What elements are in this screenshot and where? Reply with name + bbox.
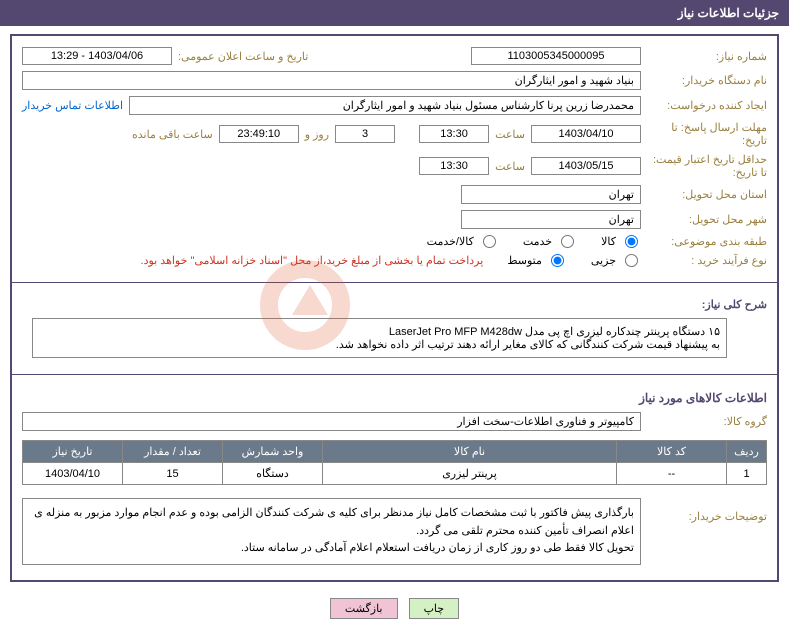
desc-section: شرح کلی نیاز: ۱۵ دستگاه پرینتر چندکاره ل… — [12, 287, 777, 370]
button-row: چاپ بازگشت — [0, 590, 789, 627]
field-time-remain: 23:49:10 — [219, 125, 299, 143]
radio-both[interactable] — [483, 235, 496, 248]
label-validity-time: ساعت — [495, 160, 525, 173]
td-row: 1 — [727, 463, 767, 485]
td-code: -- — [617, 463, 727, 485]
radio-minor[interactable] — [625, 254, 638, 267]
label-announce: تاریخ و ساعت اعلان عمومی: — [178, 50, 308, 63]
field-buyer-org: بنیاد شهید و امور ایثارگران — [22, 71, 641, 90]
field-deadline-time: 13:30 — [419, 125, 489, 143]
field-deadline-date: 1403/04/10 — [531, 125, 641, 143]
radio-both-label: کالا/خدمت — [427, 235, 474, 248]
field-goods-group: کامپیوتر و فناوری اطلاعات-سخت افزار — [22, 412, 641, 431]
table-header-row: ردیف کد کالا نام کالا واحد شمارش تعداد /… — [23, 441, 767, 463]
label-buyer-org: نام دستگاه خریدار: — [647, 74, 767, 87]
row-purchase-type: نوع فرآیند خرید : جزیی متوسط پرداخت تمام… — [22, 251, 767, 270]
label-city: شهر محل تحویل: — [647, 213, 767, 226]
label-goods-group: گروه کالا: — [647, 415, 767, 428]
row-province: استان محل تحویل: تهران — [22, 182, 767, 207]
label-buyer-notes: توضیحات خریدار: — [647, 510, 767, 523]
link-contact-buyer[interactable]: اطلاعات تماس خریدار — [22, 99, 123, 112]
goods-title: اطلاعات کالاهای مورد نیاز — [22, 387, 767, 409]
label-deadline: مهلت ارسال پاسخ: تا تاریخ: — [647, 121, 767, 147]
th-code: کد کالا — [617, 441, 727, 463]
goods-section: اطلاعات کالاهای مورد نیاز گروه کالا: کام… — [12, 379, 777, 580]
print-button[interactable]: چاپ — [409, 598, 460, 619]
th-date: تاریخ نیاز — [23, 441, 123, 463]
basic-section: شماره نیاز: 1103005345000095 تاریخ و ساع… — [12, 36, 777, 278]
th-name: نام کالا — [323, 441, 617, 463]
buyer-notes-box: بارگذاری پیش فاکتور با ثبت مشخصات کامل ن… — [22, 498, 641, 565]
radio-service[interactable] — [561, 235, 574, 248]
main-frame: شماره نیاز: 1103005345000095 تاریخ و ساع… — [10, 34, 779, 582]
label-requester: ایجاد کننده درخواست: — [647, 99, 767, 112]
field-requester: محمدرضا زرین پرنا کارشناس مسئول بنیاد شه… — [129, 96, 641, 115]
radio-goods-label: کالا — [601, 235, 616, 248]
radio-goods[interactable] — [625, 235, 638, 248]
row-category: طبقه بندی موضوعی: کالا خدمت کالا/خدمت — [22, 232, 767, 251]
label-validity: حداقل تاریخ اعتبار قیمت: تا تاریخ: — [647, 153, 767, 179]
label-need-no: شماره نیاز: — [647, 50, 767, 63]
field-validity-date: 1403/05/15 — [531, 157, 641, 175]
buyer-notes-text: بارگذاری پیش فاکتور با ثبت مشخصات کامل ن… — [29, 505, 634, 558]
field-city: تهران — [461, 210, 641, 229]
field-days-remain: 3 — [335, 125, 395, 143]
row-validity: حداقل تاریخ اعتبار قیمت: تا تاریخ: 1403/… — [22, 150, 767, 182]
label-province: استان محل تحویل: — [647, 188, 767, 201]
th-qty: تعداد / مقدار — [123, 441, 223, 463]
th-unit: واحد شمارش — [223, 441, 323, 463]
row-buyer-notes: توضیحات خریدار: بارگذاری پیش فاکتور با ث… — [22, 491, 767, 572]
td-name: پرینتر لیزری — [323, 463, 617, 485]
row-deadline: مهلت ارسال پاسخ: تا تاریخ: 1403/04/10 سا… — [22, 118, 767, 150]
field-province: تهران — [461, 185, 641, 204]
row-need-no: شماره نیاز: 1103005345000095 تاریخ و ساع… — [22, 44, 767, 68]
table-row: 1 -- پرینتر لیزری دستگاه 15 1403/04/10 — [23, 463, 767, 485]
form-container: جزئیات اطلاعات نیاز شماره نیاز: 11030053… — [0, 0, 789, 627]
treasury-note: پرداخت تمام یا بخشی از مبلغ خرید،از محل … — [141, 254, 484, 267]
field-validity-time: 13:30 — [419, 157, 489, 175]
label-purchase-type: نوع فرآیند خرید : — [647, 254, 767, 267]
radio-service-label: خدمت — [523, 235, 552, 248]
td-unit: دستگاه — [223, 463, 323, 485]
row-requester: ایجاد کننده درخواست: محمدرضا زرین پرنا ک… — [22, 93, 767, 118]
label-category: طبقه بندی موضوعی: — [647, 235, 767, 248]
panel-header: جزئیات اطلاعات نیاز — [0, 0, 789, 26]
label-deadline-time: ساعت — [495, 128, 525, 141]
field-announce: 1403/04/06 - 13:29 — [22, 47, 172, 65]
row-overall-desc: شرح کلی نیاز: — [22, 295, 767, 314]
overall-desc-box: ۱۵ دستگاه پرینتر چندکاره لیزری اچ پی مدل… — [32, 318, 727, 358]
goods-table: ردیف کد کالا نام کالا واحد شمارش تعداد /… — [22, 440, 767, 485]
td-qty: 15 — [123, 463, 223, 485]
label-remain: ساعت باقی مانده — [132, 128, 213, 141]
field-need-no: 1103005345000095 — [471, 47, 641, 65]
row-buyer-org: نام دستگاه خریدار: بنیاد شهید و امور ایث… — [22, 68, 767, 93]
label-days: روز و — [305, 128, 329, 141]
radio-medium-label: متوسط — [507, 254, 542, 267]
row-city: شهر محل تحویل: تهران — [22, 207, 767, 232]
row-goods-group: گروه کالا: کامپیوتر و فناوری اطلاعات-سخت… — [22, 409, 767, 434]
radio-minor-label: جزیی — [591, 254, 616, 267]
panel-title: جزئیات اطلاعات نیاز — [678, 6, 779, 20]
td-date: 1403/04/10 — [23, 463, 123, 485]
back-button[interactable]: بازگشت — [330, 598, 398, 619]
radio-medium[interactable] — [551, 254, 564, 267]
th-row: ردیف — [727, 441, 767, 463]
label-overall-desc: شرح کلی نیاز: — [647, 298, 767, 311]
overall-desc-text: ۱۵ دستگاه پرینتر چندکاره لیزری اچ پی مدل… — [39, 325, 720, 351]
